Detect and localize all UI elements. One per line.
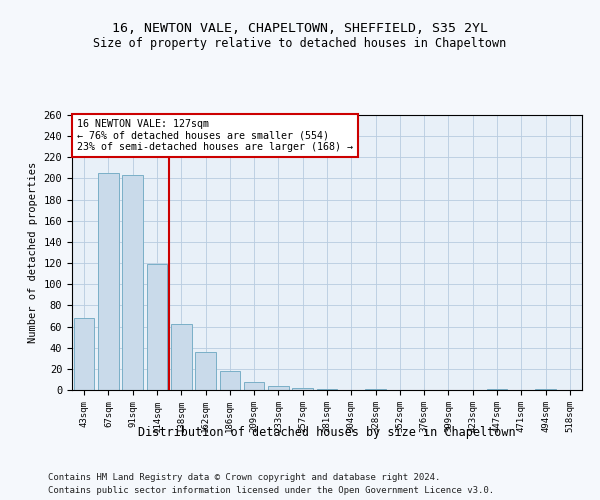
Text: Contains HM Land Registry data © Crown copyright and database right 2024.: Contains HM Land Registry data © Crown c…	[48, 472, 440, 482]
Text: Distribution of detached houses by size in Chapeltown: Distribution of detached houses by size …	[138, 426, 516, 439]
Bar	[365, 389, 386, 390]
Bar	[146, 264, 167, 390]
Y-axis label: Number of detached properties: Number of detached properties	[28, 162, 38, 343]
Text: 16, NEWTON VALE, CHAPELTOWN, SHEFFIELD, S35 2YL: 16, NEWTON VALE, CHAPELTOWN, SHEFFIELD, …	[112, 22, 488, 36]
Bar	[292, 388, 313, 390]
Text: 16 NEWTON VALE: 127sqm
← 76% of detached houses are smaller (554)
23% of semi-de: 16 NEWTON VALE: 127sqm ← 76% of detached…	[77, 119, 353, 152]
Bar	[220, 371, 240, 390]
Bar	[317, 389, 337, 390]
Bar	[244, 382, 265, 390]
Bar	[74, 318, 94, 390]
Text: Size of property relative to detached houses in Chapeltown: Size of property relative to detached ho…	[94, 38, 506, 51]
Bar	[98, 173, 119, 390]
Bar	[195, 352, 216, 390]
Bar	[487, 389, 508, 390]
Text: Contains public sector information licensed under the Open Government Licence v3: Contains public sector information licen…	[48, 486, 494, 495]
Bar	[535, 389, 556, 390]
Bar	[268, 386, 289, 390]
Bar	[122, 176, 143, 390]
Bar	[171, 324, 191, 390]
